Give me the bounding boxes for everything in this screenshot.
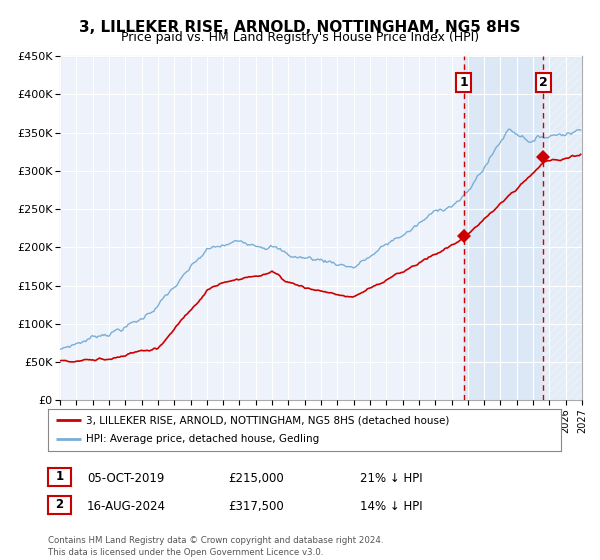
Bar xyxy=(464,56,582,400)
Text: HPI: Average price, detached house, Gedling: HPI: Average price, detached house, Gedl… xyxy=(86,435,320,445)
Text: 16-AUG-2024: 16-AUG-2024 xyxy=(87,500,166,514)
Text: 3, LILLEKER RISE, ARNOLD, NOTTINGHAM, NG5 8HS: 3, LILLEKER RISE, ARNOLD, NOTTINGHAM, NG… xyxy=(79,20,521,35)
Text: Price paid vs. HM Land Registry's House Price Index (HPI): Price paid vs. HM Land Registry's House … xyxy=(121,31,479,44)
Text: 1: 1 xyxy=(55,470,64,483)
Text: 21% ↓ HPI: 21% ↓ HPI xyxy=(360,472,422,486)
Text: Contains HM Land Registry data © Crown copyright and database right 2024.
This d: Contains HM Land Registry data © Crown c… xyxy=(48,536,383,557)
Text: 2: 2 xyxy=(55,498,64,511)
Text: 14% ↓ HPI: 14% ↓ HPI xyxy=(360,500,422,514)
Text: 3, LILLEKER RISE, ARNOLD, NOTTINGHAM, NG5 8HS (detached house): 3, LILLEKER RISE, ARNOLD, NOTTINGHAM, NG… xyxy=(86,415,450,425)
Text: 05-OCT-2019: 05-OCT-2019 xyxy=(87,472,164,486)
Text: 2: 2 xyxy=(539,76,548,89)
Text: 1: 1 xyxy=(460,76,468,89)
Text: £215,000: £215,000 xyxy=(228,472,284,486)
Text: £317,500: £317,500 xyxy=(228,500,284,514)
Bar xyxy=(543,56,582,400)
